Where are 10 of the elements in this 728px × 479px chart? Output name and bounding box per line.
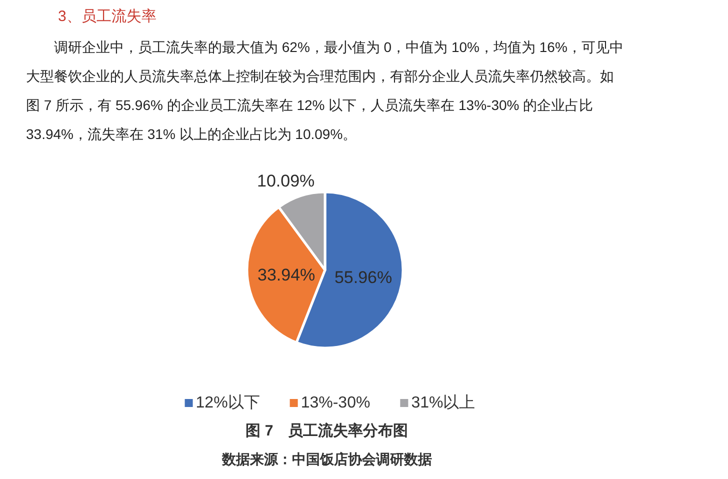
source-note: 数据来源：中国饭店协会调研数据: [221, 451, 432, 467]
caption: 图 7 员工流失率分布图: [246, 422, 408, 440]
legend-label: 13%-30%: [300, 394, 370, 412]
data-label: 55.96%: [334, 268, 392, 287]
legend-label: 31%以上: [411, 394, 476, 412]
data-label: 10.09%: [256, 172, 315, 191]
chart-subtitle: 调研企业中，员工流失率的最大值为 62%，最小值为 0，中值为 10%，均值为 16%，可见中大型餐饮企业的人员流失率总体上控制在较为合理范围内，有部分企业人员流失率仍然较高。如图 7 所示，有 55.96% 的企业员工流失率在 12% 以下，人员流失率在 13%-30% 的企业占比 33.94%，流失率在 31% 以上的企业占比为 10.09%。: [26, 38, 624, 144]
legend-label: 12%以下: [196, 394, 260, 412]
chart-title: 3、员工流失率: [58, 7, 156, 26]
data-label: 33.94%: [257, 266, 316, 285]
